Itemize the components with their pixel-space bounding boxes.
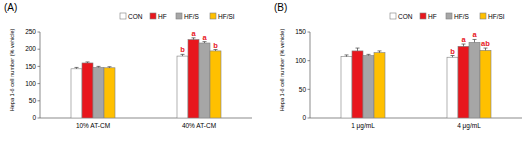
- annotation: a: [461, 35, 466, 44]
- y-axis-label: Hepa 1-6 cell number (% vehicle): [279, 29, 285, 112]
- bar: [71, 69, 82, 118]
- y-tick-label: 0: [32, 114, 36, 121]
- legend-label: CON: [398, 13, 413, 20]
- y-axis: [310, 32, 311, 118]
- bars: [71, 38, 221, 118]
- x-tick-label: 10% AT-CM: [76, 122, 110, 129]
- y-tick: [308, 32, 311, 33]
- error-bar: [86, 62, 90, 63]
- error-bar: [75, 67, 79, 68]
- legend-label: CON: [128, 13, 143, 20]
- bars: [341, 39, 491, 118]
- x-tick-label: 40% AT-CM: [182, 122, 216, 129]
- x-tick-label: 4 μg/mL: [457, 122, 481, 130]
- y-tick: [308, 60, 311, 61]
- error-bar: [108, 67, 112, 68]
- figure: (A) CON HF HF/S HF/SI 0 50 100 150 200 250 Hepa 1-6…: [0, 0, 532, 141]
- legend-swatch: [210, 13, 216, 19]
- bar: [82, 63, 93, 118]
- annotation: a: [191, 29, 196, 38]
- legend-label: HF: [158, 13, 167, 20]
- error-bar: [203, 42, 207, 43]
- legend-label: HF/S: [454, 13, 469, 20]
- error-bar: [192, 38, 196, 40]
- error-bar: [473, 39, 477, 42]
- legend-swatch: [120, 13, 126, 19]
- bar: [469, 42, 480, 118]
- y-tick: [38, 66, 41, 67]
- bar: [341, 57, 352, 118]
- panel-title: (A): [4, 2, 17, 13]
- error-bar: [451, 56, 455, 58]
- panel-title: (B): [274, 2, 287, 13]
- bar: [458, 46, 469, 118]
- bar: [480, 50, 491, 118]
- bar: [177, 56, 188, 118]
- y-tick: [38, 100, 41, 101]
- y-tick: [308, 118, 311, 119]
- legend-swatch: [420, 13, 426, 19]
- y-tick-label: 200: [25, 45, 36, 52]
- annotation: a: [202, 33, 207, 42]
- y-tick: [38, 49, 41, 50]
- error-bar: [367, 54, 371, 55]
- annotation: b: [180, 45, 185, 54]
- y-tick: [38, 118, 41, 119]
- error-bar: [181, 54, 185, 56]
- legend-swatch: [150, 13, 156, 19]
- bar: [93, 67, 104, 118]
- y-tick: [38, 83, 41, 84]
- legend-swatch: [446, 13, 452, 19]
- error-bar: [484, 48, 488, 50]
- y-tick: [38, 32, 41, 33]
- y-axis-label: Hepa 1-6 cell number (% vehicle): [9, 29, 15, 112]
- annotation: b: [213, 41, 218, 50]
- y-tick-label: 50: [299, 86, 307, 93]
- bar: [363, 56, 374, 118]
- y-tick-label: 100: [295, 57, 306, 64]
- legend-label: HF: [428, 13, 437, 20]
- y-tick-label: 150: [295, 28, 306, 35]
- y-tick-label: 50: [29, 97, 37, 104]
- y-tick: [308, 89, 311, 90]
- annotation: a: [472, 30, 477, 39]
- bar: [374, 53, 385, 118]
- annotation: b: [450, 47, 455, 56]
- legend-swatch: [390, 13, 396, 19]
- bar: [188, 40, 199, 118]
- panel: (B) CON HF HF/S HF/SI 0 50 100 150 Hepa 1-6 cell …: [274, 2, 522, 130]
- legend-swatch: [176, 13, 182, 19]
- annotation: ab: [481, 39, 490, 48]
- error-bar: [356, 48, 360, 51]
- legend-label: HF/SI: [488, 13, 505, 20]
- x-tick-label: 1 μg/mL: [351, 122, 375, 130]
- y-axis: [40, 32, 41, 118]
- bar: [210, 51, 221, 118]
- error-bar: [97, 66, 101, 67]
- error-bar: [214, 50, 218, 51]
- bar: [447, 57, 458, 118]
- y-tick-label: 150: [25, 63, 36, 70]
- legend-label: HF/SI: [218, 13, 235, 20]
- legend-swatch: [480, 13, 486, 19]
- error-bar: [345, 55, 349, 57]
- bar: [199, 43, 210, 118]
- error-bar: [462, 44, 466, 46]
- panel: (A) CON HF HF/S HF/SI 0 50 100 150 200 250 Hepa 1-6…: [4, 2, 252, 129]
- legend-label: HF/S: [184, 13, 199, 20]
- y-tick-label: 250: [25, 28, 36, 35]
- bar: [352, 51, 363, 118]
- y-tick-label: 100: [25, 80, 36, 87]
- y-tick-label: 0: [302, 114, 306, 121]
- bar: [104, 68, 115, 118]
- error-bar: [378, 51, 382, 53]
